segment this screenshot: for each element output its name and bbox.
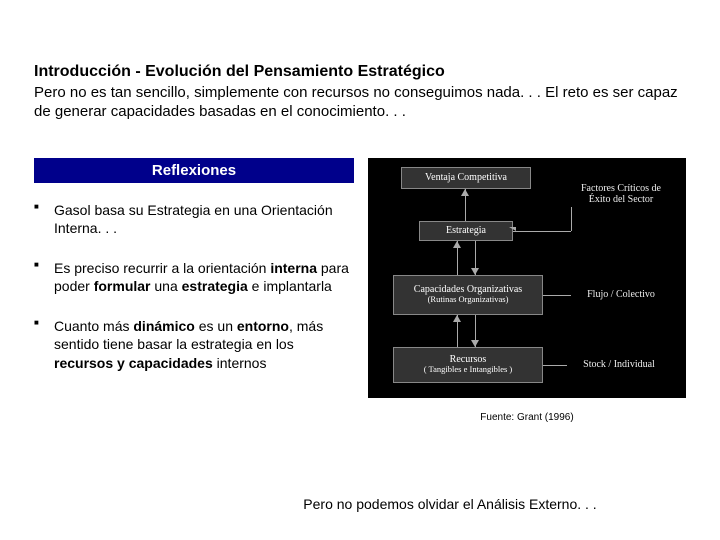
page-title: Introducción - Evolución del Pensamiento…	[34, 62, 686, 82]
list-item: Es preciso recurrir a la orientación int…	[34, 259, 354, 295]
side-label: Factores Críticos de Éxito del Sector	[581, 183, 661, 205]
box-capacidades: Capacidades Organizativas (Rutinas Organ…	[393, 275, 543, 315]
side-flujo: Flujo / Colectivo	[573, 289, 669, 300]
arrow-icon	[471, 340, 479, 347]
box-recursos: Recursos ( Tangibles e Intangibles )	[393, 347, 543, 383]
arrow-icon	[509, 227, 516, 231]
side-label: Flujo / Colectivo	[587, 289, 655, 300]
side-stock: Stock / Individual	[569, 359, 669, 370]
list-item: Gasol basa su Estrategia en una Orientac…	[34, 201, 354, 237]
arrow-icon	[461, 189, 469, 196]
content-row: Reflexiones Gasol basa su Estrategia en …	[34, 158, 686, 423]
box-sublabel: ( Tangibles e Intangibles )	[424, 365, 512, 374]
list-item: Cuanto más dinámico es un entorno, más s…	[34, 317, 354, 372]
connector	[571, 207, 572, 231]
connector	[513, 231, 571, 232]
reflexiones-column: Reflexiones Gasol basa su Estrategia en …	[34, 158, 354, 423]
arrow-icon	[453, 315, 461, 322]
grant-diagram: Ventaja Competitiva Estrategia Capacidad…	[368, 158, 686, 398]
box-label: Ventaja Competitiva	[425, 172, 507, 183]
diagram-source: Fuente: Grant (1996)	[368, 412, 686, 423]
box-label: Estrategia	[446, 225, 486, 236]
bullet-list: Gasol basa su Estrategia en una Orientac…	[34, 201, 354, 372]
box-ventaja: Ventaja Competitiva	[401, 167, 531, 189]
reflexiones-header: Reflexiones	[34, 158, 354, 183]
box-estrategia: Estrategia	[419, 221, 513, 241]
arrow-icon	[453, 241, 461, 248]
side-factores: Factores Críticos de Éxito del Sector	[581, 183, 661, 205]
side-label: Stock / Individual	[583, 359, 655, 370]
footer-note: Pero no podemos olvidar el Análisis Exte…	[0, 496, 720, 512]
box-sublabel: (Rutinas Organizativas)	[428, 295, 509, 304]
arrow-icon	[471, 268, 479, 275]
connector	[543, 365, 567, 366]
diagram-column: Ventaja Competitiva Estrategia Capacidad…	[368, 158, 686, 423]
connector	[543, 295, 571, 296]
page-subtitle: Pero no es tan sencillo, simplemente con…	[34, 84, 686, 122]
